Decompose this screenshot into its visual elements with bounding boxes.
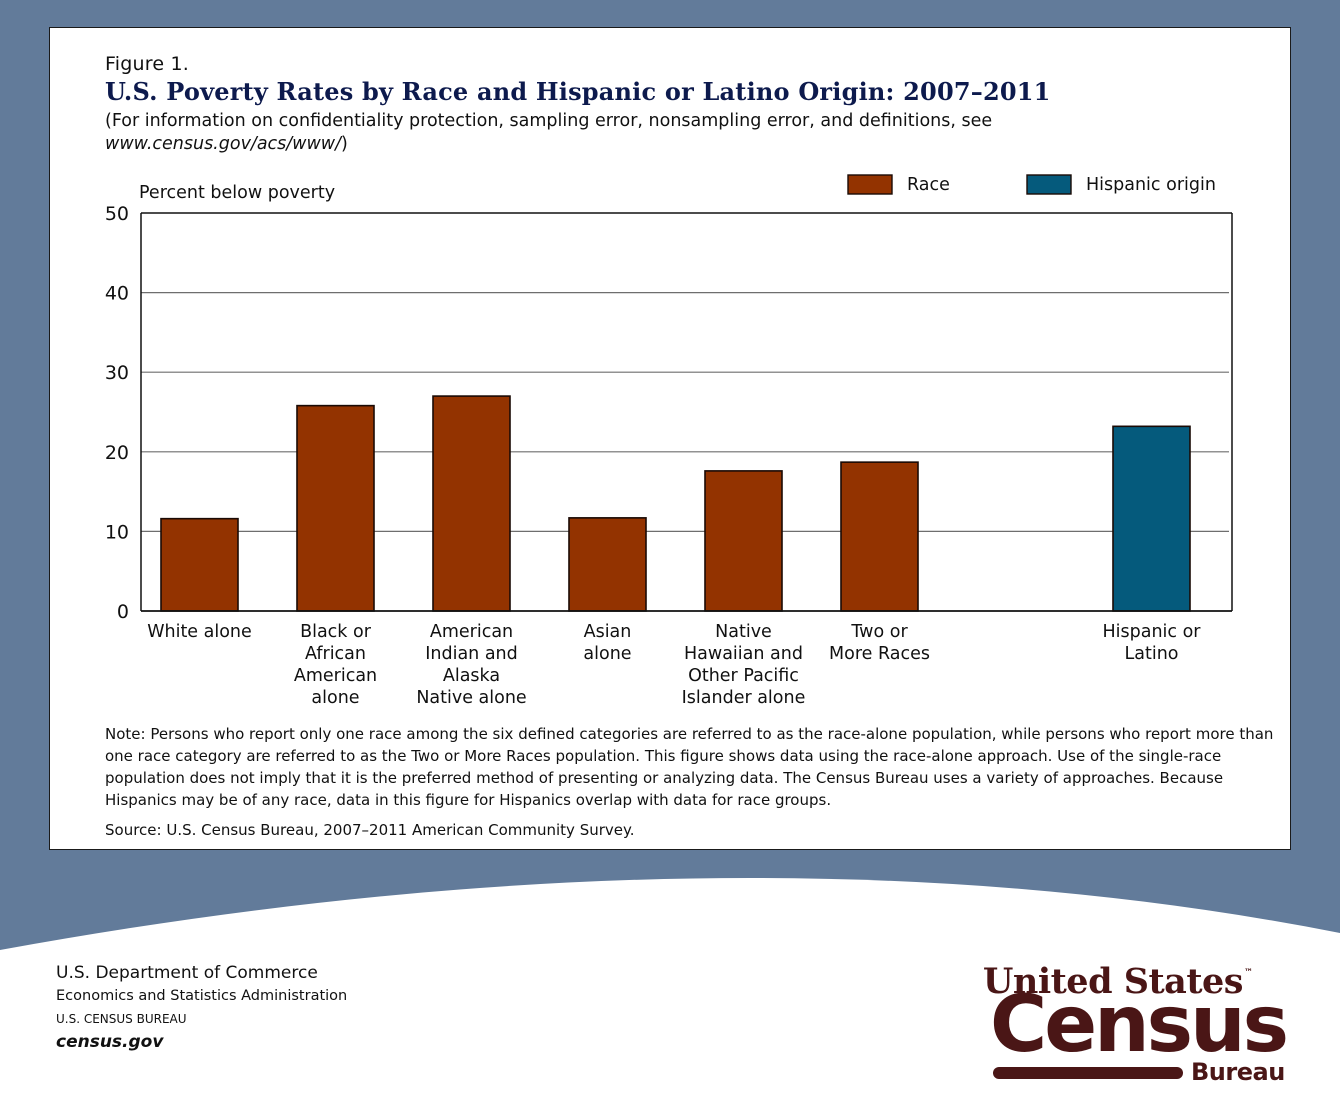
logo-trademark: ™ bbox=[1244, 968, 1253, 978]
x-tick-label: Alaska bbox=[443, 666, 500, 686]
figure-card bbox=[49, 27, 1291, 850]
x-tick-label: alone bbox=[311, 688, 359, 708]
bar bbox=[160, 517, 239, 612]
footer-admin: Economics and Statistics Administration bbox=[56, 988, 348, 1004]
x-tick-label: Two or bbox=[850, 622, 908, 642]
x-tick-label: American bbox=[294, 666, 377, 686]
legend-swatch bbox=[1026, 174, 1072, 195]
legend-label: Hispanic origin bbox=[1086, 175, 1216, 195]
subtitle-text: (For information on confidentiality prot… bbox=[105, 111, 993, 131]
y-tick-label: 20 bbox=[105, 442, 129, 464]
x-tick-label: Hispanic or bbox=[1102, 622, 1201, 642]
x-tick-label: Hawaiian and bbox=[684, 644, 803, 664]
figure-label: Figure 1. bbox=[105, 53, 189, 75]
legend-label: Race bbox=[907, 175, 950, 195]
footer-site-link[interactable]: census.gov bbox=[56, 1032, 164, 1052]
x-tick-label: Latino bbox=[1125, 644, 1179, 664]
figure-notes: Note: Persons who report only one race a… bbox=[105, 723, 1275, 841]
x-tick-label: alone bbox=[583, 644, 631, 664]
subtitle-link[interactable]: www.census.gov/acs/www/ bbox=[105, 134, 342, 154]
footer-bureau: U.S. CENSUS BUREAU bbox=[56, 1012, 187, 1026]
y-axis-label: Percent below poverty bbox=[139, 183, 335, 203]
x-tick-label: Black or bbox=[300, 622, 372, 642]
figure-subtitle: (For information on confidentiality prot… bbox=[105, 110, 992, 156]
footer-dept: U.S. Department of Commerce bbox=[56, 963, 318, 983]
census-bureau-logo: United States ™ Census Bureau bbox=[982, 961, 1295, 1087]
logo-census: Census bbox=[990, 980, 1289, 1070]
x-tick-label: Indian and bbox=[425, 644, 518, 664]
figure-title: U.S. Poverty Rates by Race and Hispanic … bbox=[105, 77, 1051, 106]
bar bbox=[432, 395, 511, 612]
note-text: Note: Persons who report only one race a… bbox=[105, 725, 1274, 809]
y-tick-label: 0 bbox=[117, 601, 129, 623]
subtitle-close: ) bbox=[341, 134, 348, 154]
x-tick-label: Other Pacific bbox=[688, 666, 799, 686]
legend-swatch bbox=[847, 174, 893, 195]
logo-united-states: United States bbox=[982, 961, 1244, 1002]
x-tick-label: Native bbox=[715, 622, 772, 642]
y-tick-label: 30 bbox=[105, 362, 129, 384]
y-tick-label: 50 bbox=[105, 203, 129, 225]
bar bbox=[296, 404, 375, 612]
footer-agency-block: U.S. Department of Commerce Economics an… bbox=[56, 962, 347, 1054]
bar bbox=[840, 461, 919, 612]
y-tick-label: 40 bbox=[105, 283, 129, 305]
background-arc bbox=[0, 877, 1340, 1106]
bar bbox=[704, 470, 783, 612]
logo-bureau: Bureau bbox=[1191, 1058, 1285, 1086]
x-tick-label: Asian bbox=[584, 622, 632, 642]
bar bbox=[1112, 425, 1191, 612]
x-tick-label: Islander alone bbox=[682, 688, 806, 708]
x-tick-label: White alone bbox=[147, 622, 252, 642]
x-tick-label: American bbox=[430, 622, 513, 642]
bar bbox=[568, 517, 647, 612]
x-tick-label: More Races bbox=[829, 644, 930, 664]
source-text: Source: U.S. Census Bureau, 2007–2011 Am… bbox=[105, 821, 635, 839]
x-tick-label: African bbox=[305, 644, 366, 664]
x-tick-label: Native alone bbox=[416, 688, 526, 708]
y-tick-label: 10 bbox=[105, 521, 129, 543]
logo-bar bbox=[993, 1067, 1183, 1079]
